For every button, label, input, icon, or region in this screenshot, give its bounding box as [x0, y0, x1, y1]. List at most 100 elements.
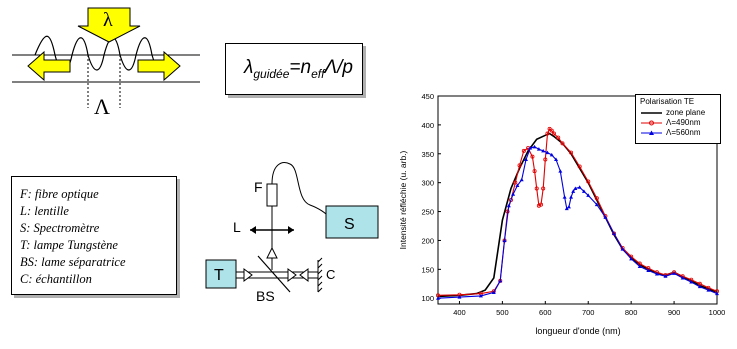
label-c: C [326, 267, 335, 282]
label-l: L [233, 219, 241, 235]
series-2-point-8 [515, 183, 520, 188]
series-2-point-34 [646, 268, 651, 272]
series-1-point-18 [543, 157, 548, 162]
y-tick-label-250: 250 [421, 208, 434, 217]
legend-title: Polarisation TE [640, 97, 695, 106]
series-2-point-4 [498, 278, 503, 283]
series-1-point-17 [541, 186, 546, 191]
beam-arrow-1 [243, 268, 253, 282]
grating-diagram: λ Λ [12, 7, 200, 119]
setup-item-c: C: échantillon [20, 272, 92, 286]
series-layer [435, 126, 720, 300]
right-propagation-arrow [137, 50, 181, 82]
setup-item-l: L: lentille [20, 204, 69, 218]
beam-splitter [257, 255, 291, 293]
series-2-point-28 [594, 202, 599, 207]
series-2-point-18 [558, 169, 563, 173]
period-label: Λ [94, 94, 110, 119]
x-tick-label-900: 900 [668, 308, 681, 317]
series-2-point-23 [571, 189, 576, 193]
series-1-point-23 [556, 135, 561, 140]
series-2-point-14 [541, 148, 546, 153]
series-2-point-26 [581, 189, 586, 193]
y-axis-label: Intensité réfléchie (u. arb.) [398, 150, 408, 249]
y-tick-label-150: 150 [421, 265, 434, 274]
formula-box: λguidée=neffΛ/p [225, 43, 363, 95]
series-1-point-9 [517, 163, 522, 168]
x-tick-label-1000: 1000 [709, 308, 726, 317]
series-2-point-5 [502, 238, 507, 242]
series-2-point-29 [603, 215, 608, 219]
series-2-point-2 [478, 293, 483, 298]
series-2-point-12 [532, 144, 537, 149]
series-1-point-22 [551, 131, 556, 136]
series-2-point-17 [554, 157, 559, 162]
setup-item-f: F: fibre optique [20, 187, 99, 201]
series-2-point-16 [549, 152, 554, 157]
chart-legend: Polarisation TE zone plane Λ=490nm Λ=560… [635, 94, 721, 144]
series-2-point-10 [523, 157, 528, 162]
series-2-point-31 [620, 247, 625, 251]
series-1-point-28 [594, 196, 599, 201]
series-2-point-0 [436, 296, 440, 300]
series-2-point-1 [457, 295, 462, 299]
tungsten-lamp-box [205, 259, 237, 289]
series-2-point-24 [573, 186, 578, 190]
series-2-point-39 [689, 280, 694, 284]
series-1-point-25 [569, 150, 574, 155]
series-2-point-30 [611, 231, 616, 236]
series-2-point-32 [629, 256, 634, 261]
x-tick-label-500: 500 [496, 308, 509, 317]
lens-arrow-right [288, 226, 294, 234]
label-bs: BS [256, 288, 275, 304]
series-1-point-13 [532, 169, 537, 174]
setup-item-t: T: lampe Tungstène [20, 238, 118, 252]
legend-label-560: Λ=560nm [666, 128, 701, 137]
series-2-point-19 [562, 195, 567, 199]
formula-suffix: Λ/p [324, 57, 353, 78]
incident-light-arrow [77, 7, 141, 43]
formula: λguidée=neffΛ/p [244, 57, 353, 81]
series-2-point-9 [519, 177, 524, 182]
x-tick-label-800: 800 [625, 308, 638, 317]
setup-legend: F: fibre optique L: lentille S: Spectrom… [11, 176, 177, 295]
series-1-point-19 [545, 131, 550, 136]
sample [317, 257, 323, 293]
legend-swatch-black [641, 112, 662, 114]
beam-arrow-3 [299, 268, 309, 282]
formula-prefix: λ [244, 57, 254, 78]
series-2-point-3 [491, 290, 496, 294]
label-f: F [254, 179, 263, 195]
y-tick-label-100: 100 [421, 294, 434, 303]
series-2-point-21 [566, 204, 571, 209]
series-2-point-13 [536, 147, 541, 151]
series-1-point-27 [586, 179, 591, 184]
beam-arrow-2 [287, 268, 297, 282]
legend-swatch-blue [641, 130, 662, 135]
setup-item-bs: BS: lame séparatrice [20, 255, 126, 269]
series-2-point-11 [528, 146, 533, 150]
series-2-point-40 [697, 284, 702, 289]
series-1-point-24 [560, 141, 565, 146]
series-2-point-22 [569, 195, 574, 199]
label-s: S [344, 216, 355, 233]
series-2-point-25 [577, 185, 582, 189]
lambda-label: λ [103, 9, 113, 31]
series-2-point-6 [506, 203, 511, 208]
optical-setup: F L S T BS C [205, 162, 379, 304]
series-2-point-15 [545, 150, 550, 155]
series-2-point-37 [672, 271, 677, 275]
formula-sub-guidee: guidée [253, 66, 290, 81]
formula-sub-eff: eff [311, 66, 325, 81]
series-2-point-42 [715, 291, 719, 296]
series-2-point-41 [706, 288, 711, 292]
series-1-point-21 [549, 128, 554, 133]
y-tick-label-400: 400 [421, 121, 434, 130]
series-1-point-14 [534, 186, 539, 191]
legend-label-490: Λ=490nm [666, 118, 701, 127]
y-tick-label-450: 450 [421, 92, 434, 101]
series-1-point-16 [539, 202, 544, 207]
setup-item-s: S: Spectromètre [20, 221, 100, 235]
beam-up-arrow [266, 246, 278, 259]
